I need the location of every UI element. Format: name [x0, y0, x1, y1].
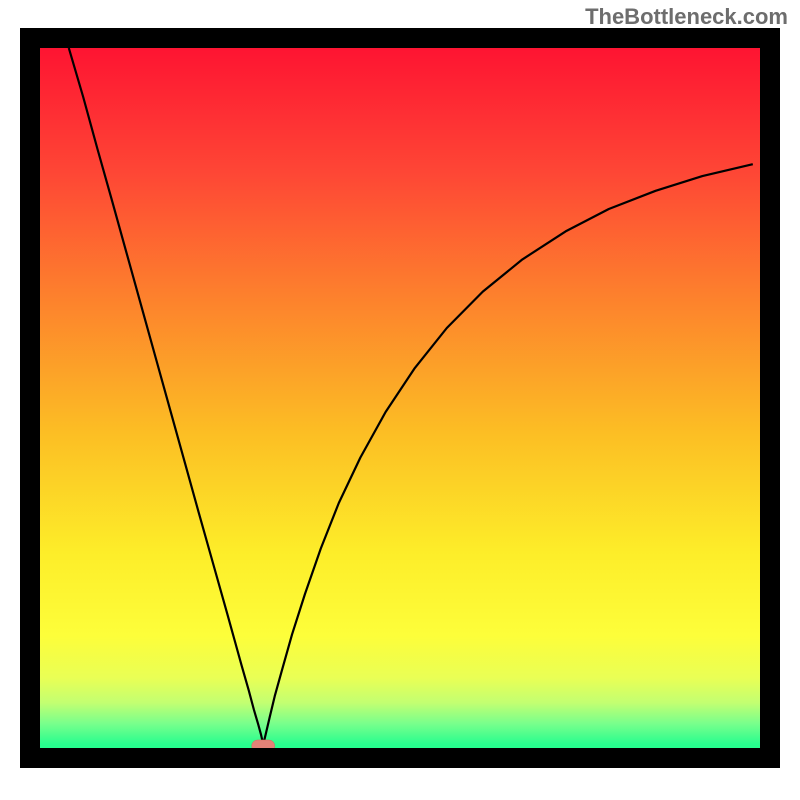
chart-container: { "watermark": { "text": "TheBottleneck.…	[0, 0, 800, 800]
plot-area	[30, 38, 770, 758]
gradient-background	[40, 48, 760, 748]
watermark-text: TheBottleneck.com	[585, 4, 788, 30]
bottleneck-chart	[0, 0, 800, 800]
